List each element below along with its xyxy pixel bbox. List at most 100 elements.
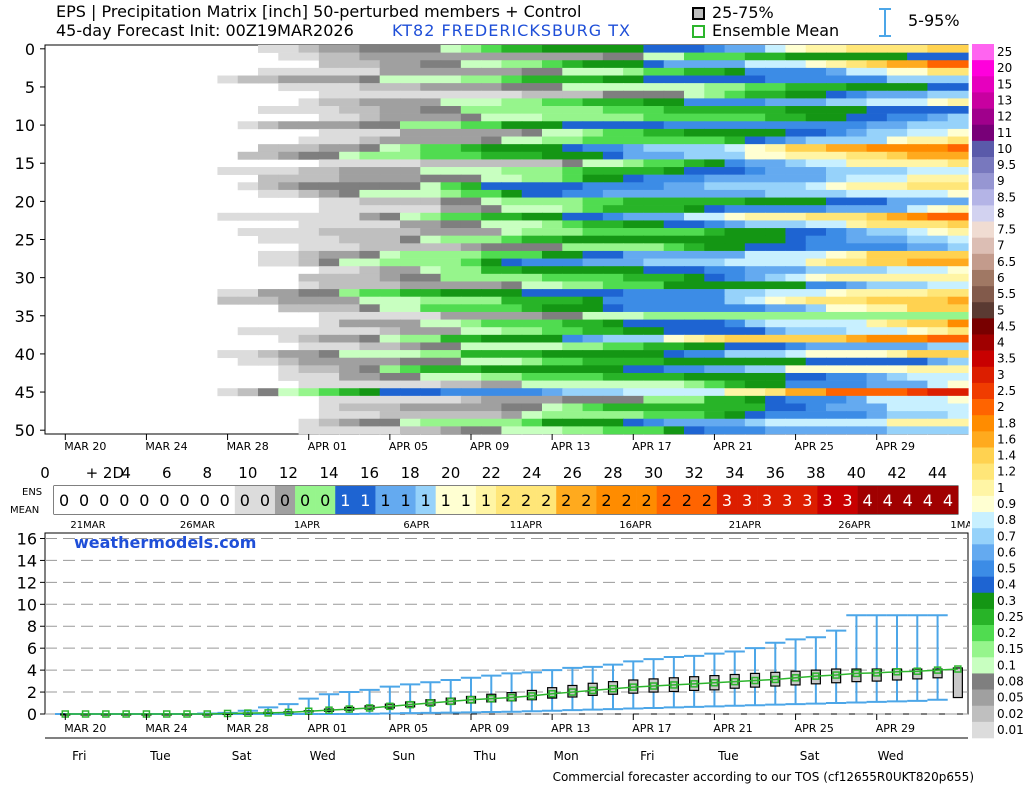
- colorbar-swatch: [972, 431, 994, 448]
- matrix-cell: [318, 212, 340, 221]
- x-date-label: APR 09: [470, 722, 509, 735]
- matrix-cell: [582, 388, 604, 397]
- matrix-cell: [805, 395, 827, 404]
- matrix-cell: [400, 144, 421, 153]
- matrix-cell: [582, 212, 604, 221]
- matrix-cell: [258, 388, 279, 397]
- colorbar-label: 8: [997, 206, 1005, 220]
- matrix-cell: [785, 243, 807, 252]
- matrix-cell: [481, 90, 503, 99]
- y-tick-label: 45: [15, 383, 35, 402]
- matrix-cell: [886, 75, 908, 84]
- matrix-cell: [440, 273, 462, 282]
- mean-cell-value: 4: [903, 491, 913, 510]
- matrix-cell: [542, 426, 563, 435]
- matrix-cell: [846, 289, 868, 298]
- matrix-cell: [339, 365, 361, 374]
- matrix-cell: [501, 182, 523, 191]
- matrix-cell: [501, 167, 523, 175]
- matrix-cell: [765, 365, 787, 374]
- matrix-cell: [826, 372, 847, 381]
- mean-cell: [54, 486, 75, 514]
- mean-marker: [649, 682, 658, 690]
- matrix-cell: [785, 273, 807, 282]
- matrix-cell: [481, 67, 503, 76]
- matrix-cell: [684, 220, 705, 229]
- matrix-cell: [947, 52, 969, 61]
- matrix-cell: [501, 319, 523, 328]
- matrix-cell: [359, 90, 381, 99]
- mean-cell: [877, 486, 899, 514]
- iqr-box: [871, 668, 882, 682]
- matrix-cell: [826, 67, 847, 76]
- matrix-cell: [318, 258, 340, 267]
- mean-marker: [365, 704, 374, 712]
- matrix-cell: [643, 189, 665, 198]
- matrix-cell: [562, 403, 584, 412]
- matrix-cell: [765, 45, 787, 53]
- matrix-cell: [684, 98, 705, 107]
- matrix-cell: [501, 281, 523, 290]
- matrix-cell: [481, 357, 503, 366]
- matrix-cell: [501, 228, 523, 236]
- matrix-cell: [684, 174, 705, 183]
- matrix-cell: [602, 327, 624, 336]
- matrix-cell: [359, 357, 381, 366]
- matrix-cell: [623, 350, 645, 359]
- matrix-cell: [339, 174, 361, 183]
- matrix-cell: [400, 167, 421, 175]
- mean-cell: [917, 486, 939, 514]
- colorbar-label: 12: [997, 110, 1012, 124]
- mean-marker: [183, 710, 191, 718]
- matrix-cell: [562, 273, 584, 282]
- matrix-cell: [521, 403, 543, 412]
- matrix-cell: [501, 52, 523, 61]
- matrix-cell: [460, 266, 482, 275]
- matrix-cell: [460, 45, 482, 53]
- matrix-cell: [643, 281, 665, 290]
- matrix-cell: [663, 289, 685, 298]
- matrix-cell: [379, 212, 401, 221]
- matrix-cell: [460, 357, 482, 366]
- matrix-cell: [501, 136, 523, 145]
- matrix-cell: [339, 159, 361, 168]
- matrix-cell: [542, 220, 563, 229]
- matrix-cell: [501, 159, 523, 168]
- matrix-cell: [278, 121, 300, 130]
- matrix-cell: [704, 258, 726, 267]
- matrix-cell: [379, 45, 401, 53]
- colorbar-label: 2: [997, 400, 1005, 414]
- matrix-cell: [744, 350, 766, 359]
- matrix-cell: [298, 380, 320, 389]
- matrix-cell: [947, 350, 969, 359]
- matrix-cell: [460, 418, 482, 427]
- matrix-cell: [278, 250, 300, 259]
- matrix-cell: [724, 228, 746, 236]
- matrix-cell: [582, 357, 604, 366]
- matrix-cell: [907, 205, 929, 214]
- matrix-cell: [481, 418, 503, 427]
- matrix-cell: [765, 136, 787, 145]
- matrix-cell: [582, 243, 604, 252]
- mean-cell-value: 3: [722, 491, 732, 510]
- matrix-cell: [501, 235, 523, 244]
- y-tick-label: 20: [15, 192, 35, 211]
- matrix-cell: [420, 281, 442, 290]
- matrix-cell: [481, 167, 503, 175]
- matrix-cell: [602, 60, 624, 69]
- matrix-cell: [927, 159, 949, 168]
- matrix-cell: [602, 311, 624, 320]
- matrix-cell: [663, 167, 685, 175]
- matrix-cell: [359, 113, 381, 122]
- matrix-cell: [744, 52, 766, 61]
- matrix-cell: [440, 128, 462, 137]
- matrix-cell: [521, 52, 543, 61]
- matrix-cell: [521, 388, 543, 397]
- matrix-cell: [562, 350, 584, 359]
- matrix-cell: [886, 319, 908, 328]
- matrix-cell: [582, 304, 604, 313]
- mean-cell: [435, 486, 457, 514]
- matrix-cell: [866, 83, 888, 92]
- matrix-cell: [542, 45, 563, 53]
- matrix-cell: [481, 220, 503, 229]
